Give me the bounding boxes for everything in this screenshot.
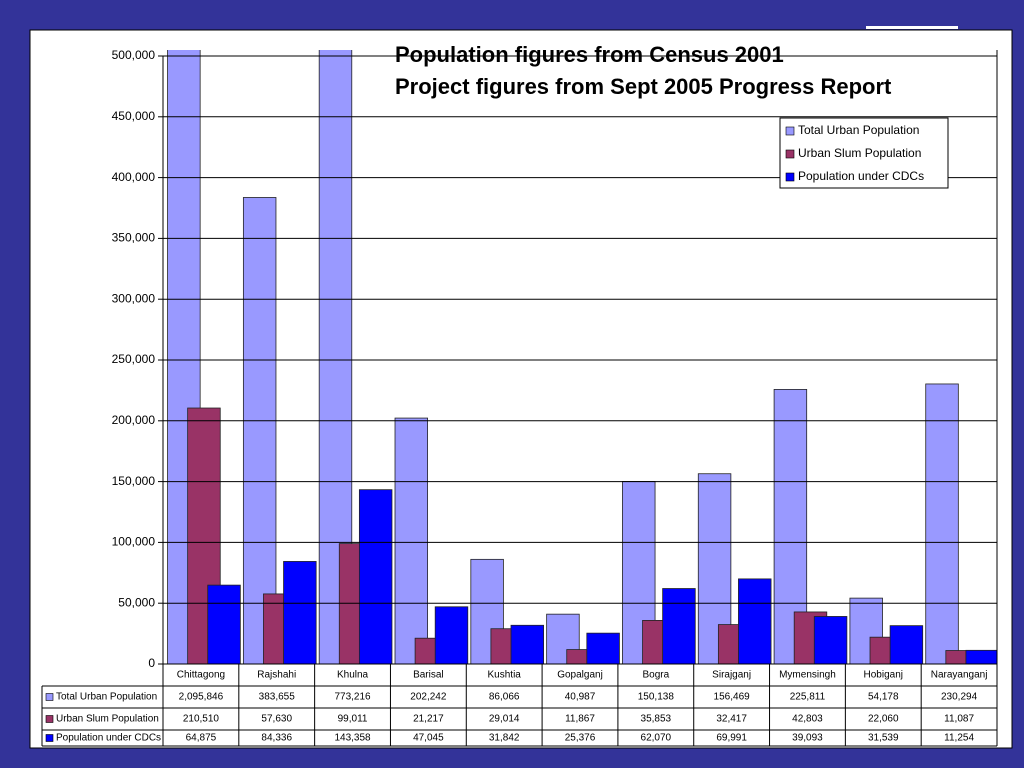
table-legend-swatch [45, 734, 54, 742]
table-legend-swatch [45, 693, 54, 701]
table-cell: 11,867 [565, 714, 595, 725]
table-cell: 2,095,846 [179, 692, 224, 703]
table-row-label: Total Urban Population [56, 692, 157, 703]
x-tick-label: Sirajganj [712, 670, 751, 681]
table-cell: 62,070 [641, 733, 672, 744]
table-cell: 42,803 [792, 714, 823, 725]
table-cell: 99,011 [338, 714, 368, 725]
table-cell: 86,066 [489, 692, 520, 703]
x-tick-label: Kushtia [488, 670, 522, 681]
table-cell: 40,987 [565, 692, 596, 703]
table-cell: 143,358 [334, 733, 371, 744]
decoration [866, 26, 958, 29]
x-tick-label: Gopalganj [557, 670, 603, 681]
y-tick-label: 300,000 [112, 291, 156, 305]
bar [394, 417, 429, 664]
x-tick-label: Bogra [642, 670, 669, 681]
y-tick-label: 200,000 [112, 413, 156, 427]
table-cell: 31,539 [868, 733, 899, 744]
bar [586, 632, 620, 664]
table-legend-swatch [45, 715, 54, 723]
table-cell: 69,991 [716, 733, 747, 744]
table-cell: 32,417 [716, 714, 747, 725]
table-cell: 11,254 [944, 733, 974, 744]
legend-label: Urban Slum Population [798, 146, 921, 160]
table-row-label: Population under CDCs [56, 733, 161, 744]
y-tick-label: 50,000 [118, 595, 155, 609]
table-cell: 35,853 [641, 714, 672, 725]
legend-box [779, 117, 949, 189]
y-tick-label: 500,000 [112, 48, 156, 62]
chart-subtitle: Project figures from Sept 2005 Progress … [395, 74, 892, 99]
x-tick-label: Barisal [413, 670, 444, 681]
x-tick-label: Mymensingh [779, 670, 836, 681]
table-cell: 202,242 [410, 692, 447, 703]
bar [965, 649, 997, 664]
table-cell: 54,178 [868, 692, 899, 703]
table-cell: 25,376 [565, 733, 596, 744]
table-cell: 57,630 [261, 714, 292, 725]
table-cell: 156,469 [714, 692, 751, 703]
table-cell: 773,216 [334, 692, 371, 703]
bar [434, 606, 469, 664]
legend-label: Total Urban Population [798, 123, 919, 137]
bar [242, 197, 277, 664]
y-tick-label: 100,000 [112, 535, 156, 549]
bar [813, 616, 848, 664]
legend-swatch [785, 149, 795, 159]
table-cell: 150,138 [638, 692, 675, 703]
y-tick-label: 250,000 [112, 352, 156, 366]
chart-title: Population figures from Census 2001 [395, 42, 784, 67]
y-tick-label: 400,000 [112, 170, 156, 184]
bar [738, 578, 772, 664]
table-cell: 31,842 [489, 733, 520, 744]
table-cell: 210,510 [183, 714, 220, 725]
y-tick-label: 150,000 [112, 474, 156, 488]
table-row-label: Urban Slum Population [56, 714, 159, 725]
table-cell: 230,294 [941, 692, 978, 703]
x-tick-label: Narayanganj [931, 670, 988, 681]
x-tick-label: Chittagong [177, 670, 225, 681]
table-cell: 39,093 [792, 733, 823, 744]
table-cell: 47,045 [413, 733, 444, 744]
legend-swatch [785, 172, 795, 182]
table-cell: 21,217 [413, 714, 444, 725]
bar [889, 625, 924, 664]
bar [510, 624, 545, 664]
table-cell: 84,336 [261, 733, 292, 744]
bar [925, 383, 959, 664]
table-cell: 383,655 [259, 692, 296, 703]
table-cell: 11,087 [944, 714, 974, 725]
y-tick-label: 0 [148, 656, 155, 670]
x-tick-label: Rajshahi [257, 670, 296, 681]
bar [207, 584, 241, 664]
x-tick-label: Hobiganj [864, 670, 903, 681]
legend-swatch [785, 126, 795, 136]
bar [773, 389, 808, 664]
y-tick-label: 450,000 [112, 109, 156, 123]
legend-label: Population under CDCs [798, 169, 924, 183]
bar [358, 489, 393, 664]
y-tick-label: 350,000 [112, 231, 156, 245]
table-cell: 22,060 [868, 714, 899, 725]
x-tick-label: Khulna [337, 670, 369, 681]
bar [662, 588, 696, 664]
table-cell: 64,875 [186, 733, 217, 744]
table-cell: 29,014 [489, 714, 520, 725]
bar [283, 561, 317, 664]
table-cell: 225,811 [790, 692, 826, 703]
